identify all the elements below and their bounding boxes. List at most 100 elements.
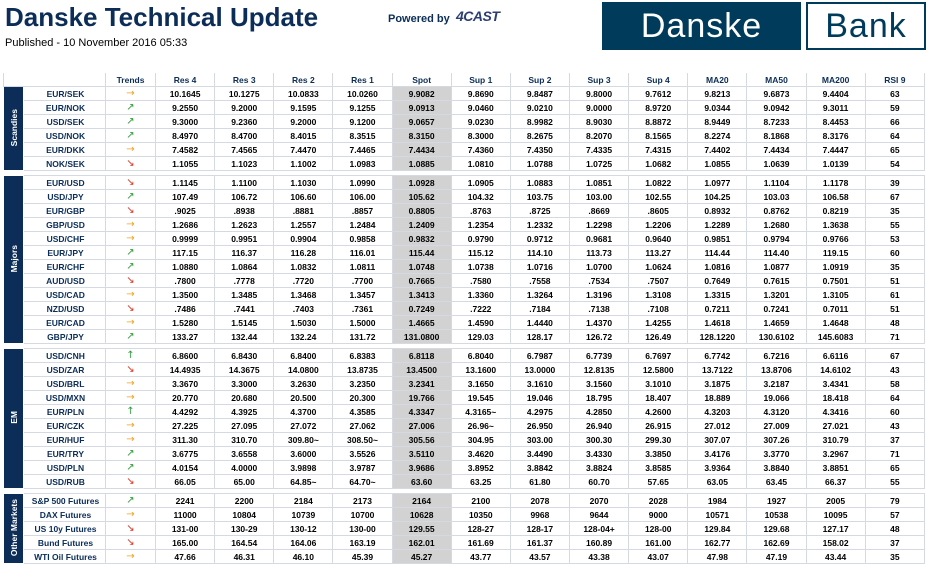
- cell: 6.6116: [805, 348, 866, 363]
- row: EM USD/CNH ↑ 6.8600 6.8430 6.8400 6.8383 6.8118…: [3, 348, 926, 489]
- cell: 131.72: [332, 329, 393, 344]
- cell: 8.4453: [805, 114, 866, 129]
- cell: 106.00: [332, 189, 393, 204]
- cell: 7.4582: [154, 142, 216, 157]
- cell: 19.545: [450, 390, 511, 405]
- powered-by: Powered by: [388, 13, 450, 25]
- cell: 114.44: [687, 245, 748, 260]
- trend-arrow: ↘: [105, 362, 156, 377]
- cell: 307.07: [687, 432, 748, 447]
- trend-arrow: →: [105, 231, 156, 246]
- cell: 107.49: [154, 189, 216, 204]
- cell: 162.69: [746, 535, 807, 550]
- cell: 1.4440: [509, 315, 570, 330]
- cell: .7222: [450, 301, 511, 316]
- cell: 13.8735: [332, 362, 393, 377]
- cell: 9.3011: [805, 100, 866, 115]
- trend-arrow: ↗: [105, 128, 156, 143]
- cell: 2173: [332, 493, 393, 508]
- cell: 105.62: [391, 189, 452, 204]
- cell: 300.30: [568, 432, 630, 447]
- cell: 310.70: [214, 432, 275, 447]
- cell: 10700: [332, 507, 393, 522]
- cell: 9.2550: [154, 100, 216, 115]
- trend-arrow: ↑: [105, 404, 156, 419]
- trend-arrow: →: [105, 315, 156, 330]
- cell: 1.3468: [273, 287, 334, 302]
- cell: 20.500: [273, 390, 334, 405]
- cell: 20.680: [214, 390, 275, 405]
- cell: 19.066: [746, 390, 807, 405]
- row: EUR/DKK → 7.4582 7.4565 7.4470 7.4465 7.4434 7.…: [4, 142, 926, 157]
- cell: 63.25: [450, 474, 511, 489]
- cell: 1.3360: [450, 287, 511, 302]
- row: Bund Futures ↘ 165.00 164.54 164.06 163.19 162…: [4, 535, 926, 550]
- row: US 10y Futures ↘ 131-00 130-29 130-12 130-00 1…: [4, 521, 926, 536]
- cell: 9.8000: [568, 86, 630, 101]
- cell: 164.54: [214, 535, 275, 550]
- cell: 3.8840: [746, 460, 807, 475]
- gap-cell: [3, 170, 925, 176]
- trend-arrow: ↗: [105, 259, 156, 274]
- cell: 0.9904: [273, 231, 334, 246]
- cell: 7.4434: [746, 142, 807, 157]
- cell: 4.2600: [628, 404, 689, 419]
- cell: 1.0832: [273, 259, 334, 274]
- logo-right: Bank: [806, 2, 926, 50]
- cell: 45.39: [332, 549, 393, 564]
- cell: 7.4465: [332, 142, 393, 157]
- cell: .7700: [332, 273, 393, 288]
- cell: 4.3347: [391, 404, 452, 419]
- cell: 1.0851: [568, 175, 630, 190]
- cell: 0.9851: [687, 231, 748, 246]
- cell: 128.17: [509, 329, 570, 344]
- cell: 1.4618: [687, 315, 748, 330]
- cell: 126.72: [568, 329, 630, 344]
- cell: 9.0230: [450, 114, 511, 129]
- pair: Bund Futures: [23, 535, 106, 550]
- cell: 6.7987: [509, 348, 570, 363]
- cell: 57: [864, 507, 926, 522]
- pair: EUR/CZK: [23, 418, 106, 433]
- column-header: Sup 3: [568, 73, 630, 87]
- pair: USD/PLN: [23, 460, 106, 475]
- cell: 10739: [273, 507, 334, 522]
- cell: 2078: [509, 493, 570, 508]
- cell: 1.0725: [568, 156, 630, 171]
- pair: USD/JPY: [23, 189, 106, 204]
- cell: 106.58: [805, 189, 866, 204]
- cell: 71: [864, 446, 926, 461]
- cell: 1.3413: [391, 287, 452, 302]
- trend-arrow: ↘: [105, 521, 156, 536]
- cell: 20.300: [332, 390, 393, 405]
- trend-arrow: →: [105, 418, 156, 433]
- cell: 0.7249: [391, 301, 452, 316]
- cell: 6.7742: [687, 348, 748, 363]
- cell: 9.0657: [391, 114, 452, 129]
- column-header: Trends: [105, 73, 156, 87]
- cell: 0.9858: [332, 231, 393, 246]
- cell: 66.37: [805, 474, 866, 489]
- cell: 1.0877: [746, 259, 807, 274]
- cell: 4.4292: [154, 404, 216, 419]
- cell: 131.0800: [391, 329, 452, 344]
- cell: 2070: [568, 493, 630, 508]
- cell: 1.5145: [214, 315, 275, 330]
- header-blank: [3, 73, 106, 87]
- cell: 43.44: [805, 549, 866, 564]
- cell: 1.5030: [273, 315, 334, 330]
- row: NOK/SEK ↘ 1.1055 1.1023 1.1002 1.0983 1.0885 1.…: [4, 156, 926, 171]
- group: Scandies EUR/SEK → 10.1645 10.1275 10.0833 10.…: [3, 86, 926, 171]
- cell: 1.4648: [805, 315, 866, 330]
- pair: USD/RUB: [23, 474, 106, 489]
- cell: 26.950: [509, 418, 570, 433]
- row: EUR/JPY ↗ 117.15 116.37 116.28 116.01 115.44 11…: [4, 245, 926, 260]
- cell: 130-12: [273, 521, 334, 536]
- cell: 1.5000: [332, 315, 393, 330]
- cell: 304.95: [450, 432, 511, 447]
- cell: 1.3500: [154, 287, 216, 302]
- cell: 307.26: [746, 432, 807, 447]
- row: USD/JPY ↗ 107.49 106.72 106.60 106.00 105.62 10…: [4, 189, 926, 204]
- cell: 63.60: [391, 474, 452, 489]
- trend-arrow: →: [105, 549, 156, 564]
